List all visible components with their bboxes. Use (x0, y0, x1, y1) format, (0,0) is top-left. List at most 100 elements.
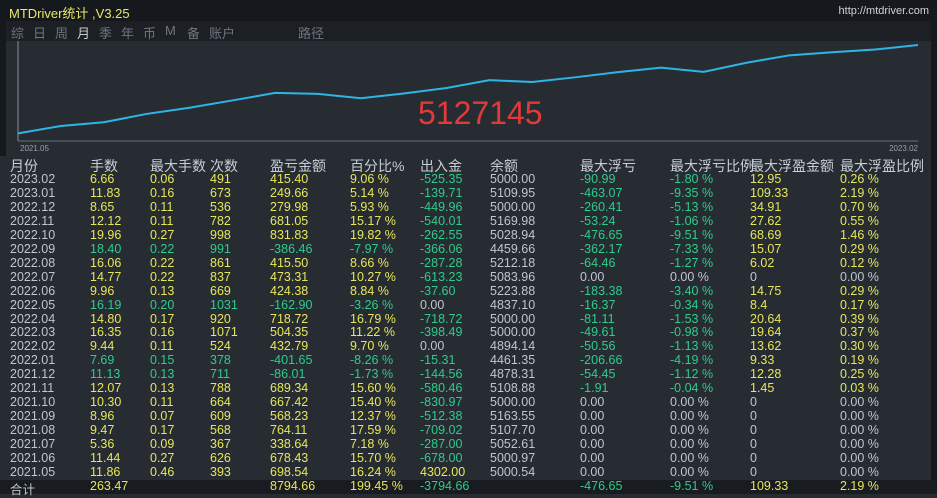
table-cell: 15.17 % (350, 213, 396, 228)
table-cell: 0.70 % (840, 199, 879, 214)
table-cell: 12.95 (750, 172, 782, 186)
table-cell: -287.28 (420, 255, 463, 270)
table-cell: 991 (210, 241, 231, 256)
left-edge (0, 21, 6, 156)
table-cell: 2022.11 (10, 213, 55, 228)
table-cell: 415.40 (270, 172, 309, 186)
table-cell: 415.50 (270, 255, 309, 270)
tab-5[interactable]: 年 (121, 26, 135, 41)
table-cell: 524 (210, 339, 231, 354)
column-header[interactable]: 最大浮亏 (580, 158, 636, 174)
table-cell: 13.62 (750, 339, 782, 354)
table-cell: 6.02 (750, 255, 775, 270)
table-cell: 0.16 (150, 325, 175, 340)
website-link[interactable]: http://mtdriver.com (838, 5, 929, 17)
table-cell: 718.72 (270, 311, 309, 326)
tab-6[interactable]: 币 (143, 26, 157, 41)
column-header[interactable]: 月份 (10, 158, 38, 174)
table-cell: 0.17 (150, 423, 175, 438)
table-cell: 0.00 % (840, 409, 879, 424)
table-cell: 16.35 (90, 325, 122, 340)
table-cell: 0.25 % (840, 367, 879, 382)
table-cell: 68.69 (750, 227, 782, 242)
table-cell: 2021.05 (10, 464, 56, 479)
column-header[interactable]: 手数 (90, 158, 118, 174)
table-cell: 1031 (210, 297, 238, 312)
column-header[interactable]: 最大手数 (150, 158, 206, 174)
table-cell: -0.04 % (670, 381, 714, 396)
tab-7[interactable]: M (165, 23, 176, 38)
table-cell: -463.07 (580, 185, 623, 200)
table-cell: 5212.18 (490, 255, 536, 270)
table-cell: 5000.00 (490, 172, 536, 186)
table-cell: 2022.06 (10, 283, 56, 298)
table-cell: -1.53 % (670, 311, 714, 326)
table-cell: 2022.07 (10, 269, 56, 284)
table-cell: 4302.00 (420, 464, 466, 479)
table-cell: 681.05 (270, 213, 309, 228)
table-cell: -37.60 (420, 283, 456, 298)
table-cell: -5.13 % (670, 199, 714, 214)
column-header[interactable]: 余额 (490, 158, 518, 174)
table-cell: 2021.12 (10, 367, 56, 382)
app-title: MTDriver统计 ,V3.25 (9, 6, 130, 21)
table-cell: 669 (210, 283, 231, 298)
table-cell: 0.29 % (840, 283, 879, 298)
tab-8[interactable]: 备 (187, 26, 201, 41)
table-cell: 34.91 (750, 199, 782, 214)
table-cell: 5.36 (90, 437, 115, 452)
table-cell: 4878.31 (490, 367, 536, 382)
column-header[interactable]: 最大浮亏比例 (670, 158, 754, 174)
table-cell: -162.90 (270, 297, 313, 312)
table-cell: 0.00 (580, 409, 605, 424)
table-cell: 9.47 (90, 423, 115, 438)
table-cell: 338.64 (270, 437, 309, 452)
table-cell: 0.20 (150, 297, 175, 312)
column-header[interactable]: 最大浮盈比例 (840, 158, 924, 174)
table-cell: -4.19 % (670, 353, 714, 368)
table-cell: 0.46 (150, 464, 175, 479)
tab-3[interactable]: 月 (77, 26, 91, 41)
table-cell: 10.30 (90, 395, 122, 410)
table-cell: 0.17 (150, 311, 175, 326)
table-cell: 0.11 (150, 395, 174, 410)
table-cell: 0.16 (150, 185, 175, 200)
tab-4[interactable]: 季 (99, 26, 113, 41)
table-cell: 0.00 % (840, 269, 879, 284)
table-cell: 0.27 (150, 227, 175, 242)
tab-2[interactable]: 周 (55, 26, 69, 41)
column-header[interactable]: 盈亏金额 (270, 158, 326, 174)
tab-0[interactable]: 综 (11, 26, 25, 41)
column-header[interactable]: 百分比% (350, 158, 405, 174)
column-header[interactable]: 最大浮盈金额 (750, 158, 834, 174)
table-cell: 4894.14 (490, 339, 536, 354)
table-cell: 0.00 % (840, 423, 879, 438)
table-cell: 5000.54 (490, 464, 536, 479)
column-header[interactable]: 出入金 (420, 158, 462, 174)
table-cell: 0.07 (150, 409, 175, 424)
tab-10[interactable]: 路径 (298, 26, 325, 41)
table-cell: -540.01 (420, 213, 463, 228)
table-cell: 15.40 % (350, 395, 396, 410)
table-cell: 11.83 (90, 185, 121, 200)
table-cell: -8.26 % (350, 353, 394, 368)
tab-1[interactable]: 日 (33, 26, 47, 41)
table-cell: 2022.01 (10, 353, 56, 368)
tab-9[interactable]: 账户 (209, 26, 236, 41)
overlay-number: 5127145 (418, 95, 543, 131)
table-cell: -53.24 (580, 213, 616, 228)
column-header[interactable]: 次数 (210, 158, 238, 174)
table-cell: 16.19 (90, 297, 122, 312)
table-cell: 0 (750, 395, 757, 410)
table-cell: 9.70 % (350, 339, 389, 354)
table-cell: 10.27 % (350, 269, 396, 284)
table-cell: -81.11 (580, 311, 615, 326)
table-cell: 861 (210, 255, 231, 270)
table-cell: 998 (210, 227, 231, 242)
table-cell: 424.38 (270, 283, 309, 298)
table-cell: 14.77 (90, 269, 122, 284)
table-cell: 19.64 (750, 325, 782, 340)
table-cell: 0.00 (420, 339, 445, 354)
total-cell: 109.33 (750, 478, 789, 493)
table-cell: 0.13 (150, 367, 175, 382)
